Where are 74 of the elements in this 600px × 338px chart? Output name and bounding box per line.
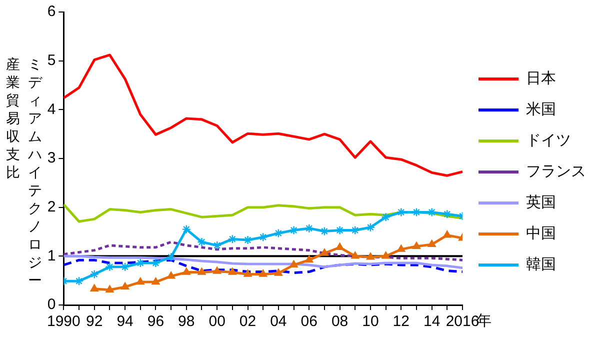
point bbox=[120, 262, 130, 272]
x-tick-label: 02 bbox=[239, 313, 256, 330]
point bbox=[198, 268, 206, 275]
point bbox=[304, 224, 314, 233]
point bbox=[243, 235, 252, 245]
point bbox=[182, 224, 191, 234]
y-tick-label: 5 bbox=[47, 52, 56, 69]
point bbox=[166, 252, 176, 262]
point bbox=[428, 240, 436, 248]
y-tick-label: 6 bbox=[47, 3, 56, 20]
point bbox=[197, 237, 206, 247]
point bbox=[320, 248, 329, 256]
legend-label: 日本 bbox=[526, 68, 556, 87]
point bbox=[90, 270, 99, 279]
x-tick-label: 94 bbox=[116, 313, 134, 330]
point bbox=[90, 284, 98, 292]
point bbox=[136, 277, 144, 285]
x-tick-label: 12 bbox=[392, 313, 410, 330]
point bbox=[228, 234, 238, 244]
x-tick-label: 00 bbox=[208, 313, 226, 330]
point bbox=[105, 262, 114, 272]
legend-label: ドイツ bbox=[526, 130, 571, 149]
point bbox=[212, 240, 222, 250]
point bbox=[106, 285, 114, 292]
y-tick-label: 3 bbox=[47, 150, 56, 167]
point bbox=[182, 268, 190, 275]
x-tick-label: 2016 bbox=[446, 313, 480, 330]
point bbox=[351, 252, 360, 259]
y-tick-label: 4 bbox=[47, 100, 56, 118]
y-tick-label: 1 bbox=[47, 247, 56, 264]
legend-label: 韓国 bbox=[526, 254, 556, 273]
y-tick-label: 0 bbox=[47, 296, 56, 314]
point bbox=[350, 226, 360, 235]
x-tick-label: 96 bbox=[147, 313, 164, 330]
legend-label: 中国 bbox=[526, 224, 556, 242]
point bbox=[152, 277, 160, 285]
x-tick-label: 08 bbox=[331, 313, 348, 330]
point bbox=[412, 208, 422, 217]
point bbox=[151, 258, 160, 268]
point bbox=[382, 252, 390, 259]
point bbox=[274, 228, 284, 238]
x-tick-label: 04 bbox=[270, 313, 287, 330]
x-tick-label: 10 bbox=[362, 313, 379, 330]
point bbox=[120, 282, 130, 290]
legend-label: 英国 bbox=[526, 192, 556, 211]
x-tick-label: 98 bbox=[178, 313, 195, 330]
legend-label: フランス bbox=[526, 162, 586, 180]
point bbox=[412, 242, 421, 249]
x-tick-label: 92 bbox=[86, 313, 103, 330]
point bbox=[305, 255, 314, 263]
point bbox=[320, 226, 330, 236]
x-tick-label: 1990 bbox=[46, 313, 80, 330]
point bbox=[397, 244, 406, 252]
point bbox=[274, 268, 282, 276]
legend-label: 米国 bbox=[526, 100, 556, 118]
point bbox=[166, 272, 176, 279]
point bbox=[228, 268, 236, 275]
y-tick-label: 2 bbox=[47, 198, 56, 216]
x-axis-title: 年 bbox=[476, 311, 492, 330]
point bbox=[381, 212, 390, 222]
point bbox=[136, 258, 145, 268]
point bbox=[258, 232, 268, 242]
x-tick-label: 06 bbox=[300, 313, 318, 330]
point bbox=[336, 242, 344, 250]
text: ミディアムハイテクノロジー産業貿易収支比 bbox=[6, 57, 42, 289]
point bbox=[259, 270, 268, 277]
point bbox=[74, 276, 84, 286]
x-tick-label: 14 bbox=[423, 313, 440, 330]
point bbox=[290, 260, 298, 268]
point bbox=[213, 266, 222, 274]
point bbox=[244, 270, 252, 277]
point bbox=[366, 252, 375, 260]
point bbox=[443, 230, 452, 238]
point bbox=[366, 222, 376, 232]
